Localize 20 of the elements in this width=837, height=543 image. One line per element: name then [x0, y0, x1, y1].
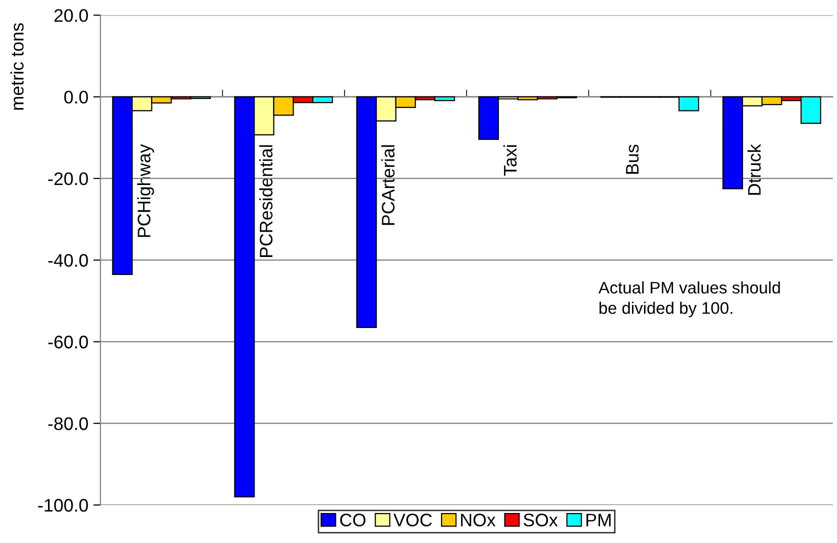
legend-label: NOx	[461, 514, 496, 526]
annotation: Actual PM values should be divided by 100.	[598, 281, 780, 318]
x-tick-label: Taxi	[503, 145, 517, 176]
legend-label: VOC	[393, 514, 432, 526]
y-axis-title: metric tons	[10, 23, 24, 110]
legend-label: PM	[586, 514, 611, 526]
x-tick-label: Bus	[626, 144, 639, 174]
x-tick-label: Dtruck	[748, 144, 761, 195]
y-tick-label: -80.0	[48, 417, 88, 430]
legend-label: CO	[340, 514, 366, 526]
legend-label: SOx	[524, 514, 558, 526]
y-tick-label: -100.0	[38, 498, 88, 512]
y-tick-label: 0.0	[64, 90, 88, 104]
y-tick-label: 20.0	[54, 9, 88, 22]
x-tick-label: PCResidential	[259, 145, 273, 257]
y-tick-label: -40.0	[48, 254, 88, 267]
y-tick-label: -60.0	[48, 336, 88, 348]
y-tick-label: -20.0	[48, 172, 88, 186]
x-tick-label: PCArterial	[381, 145, 395, 225]
x-tick-label: PCHighway	[137, 144, 154, 237]
